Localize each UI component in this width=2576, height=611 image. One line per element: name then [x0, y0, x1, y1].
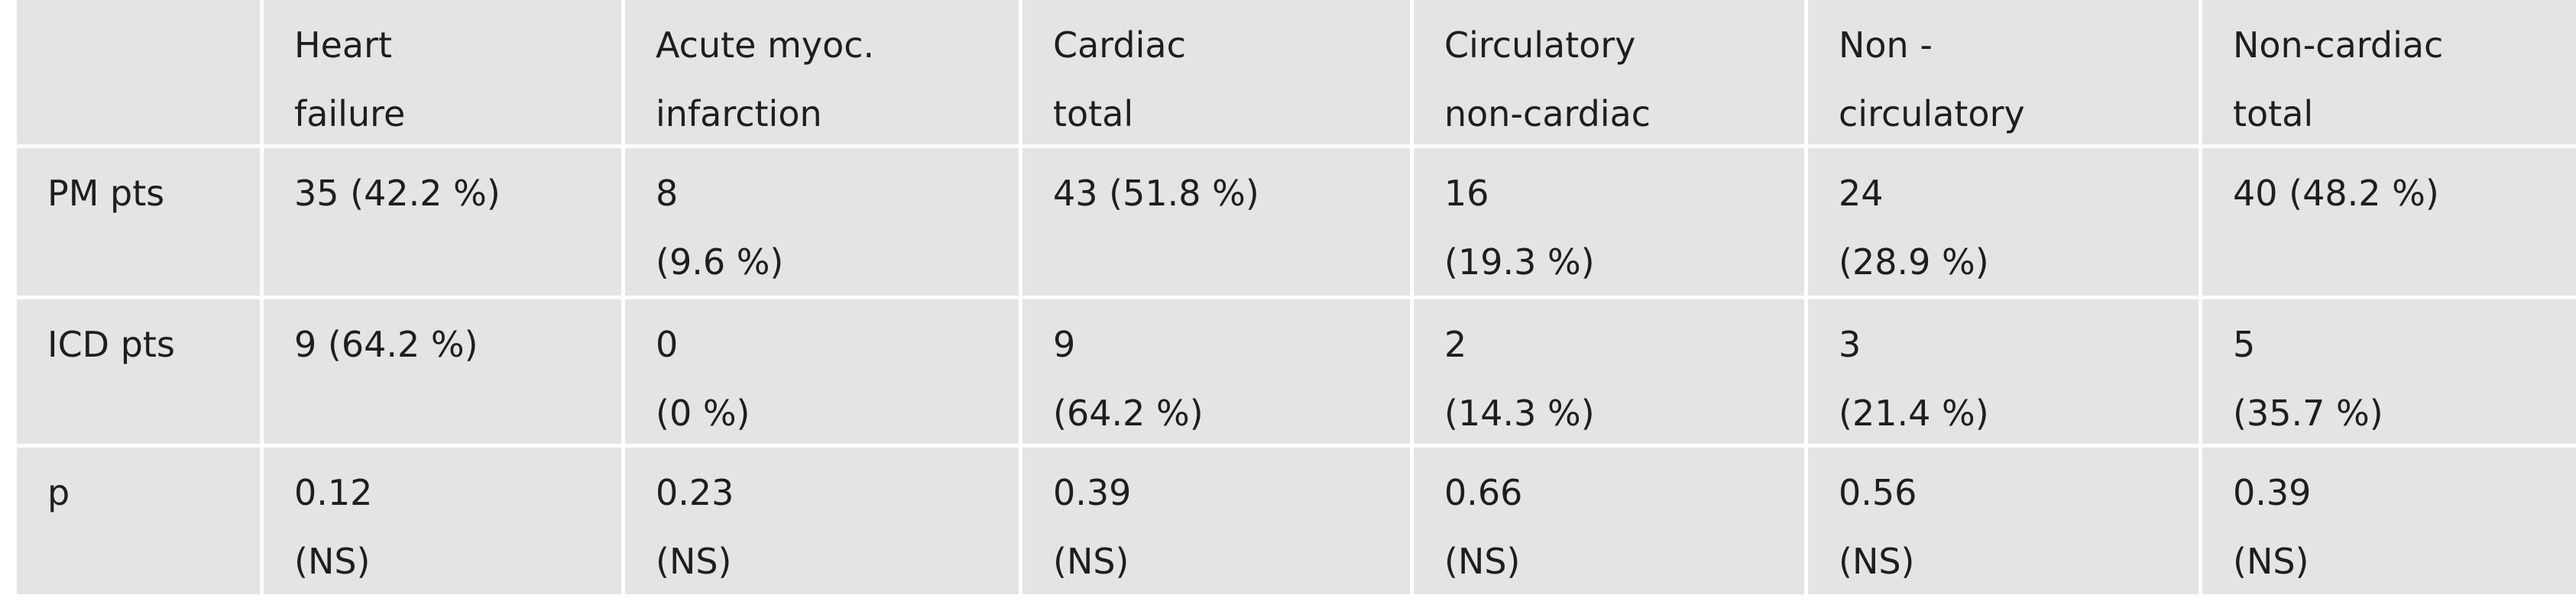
cell-text: 0.39: [1053, 472, 1132, 513]
data-cell: 0.56 (NS): [1804, 444, 2199, 594]
cell-text: 9: [1053, 324, 1076, 365]
data-cell: 0.23 (NS): [621, 444, 1019, 594]
cell-text: (14.3 %): [1444, 393, 1595, 434]
data-cell: 16 (19.3 %): [1410, 144, 1804, 296]
cell-text: 0.23: [656, 472, 734, 513]
header-cell: Acute myoc. infarction: [621, 0, 1019, 144]
header-cell: Non - circulatory: [1804, 0, 2199, 144]
row-label-text: ICD pts: [47, 324, 175, 365]
cell-text: (NS): [656, 541, 732, 582]
cell-text: 40 (48.2 %): [2233, 173, 2439, 214]
cell-text: (19.3 %): [1444, 241, 1595, 283]
row-label-text: PM pts: [47, 173, 165, 214]
data-cell: 8 (9.6 %): [621, 144, 1019, 296]
table: Heart failure Acute myoc. infarction Cardiac…: [17, 0, 2576, 594]
cell-text: 0.56: [1839, 472, 1917, 513]
cell-text: Circulatory: [1444, 24, 1636, 66]
cell-text: (21.4 %): [1839, 393, 1989, 434]
cell-text: 3: [1839, 324, 1862, 365]
cell-text: (NS): [1053, 541, 1129, 582]
cell-text: Acute myoc.: [656, 24, 875, 66]
cell-text: 0: [656, 324, 679, 365]
row-label: PM pts: [17, 144, 260, 296]
cell-text: (NS): [294, 541, 371, 582]
cell-text: (0 %): [656, 393, 750, 434]
cell-text: Cardiac: [1053, 24, 1186, 66]
cell-text: (9.6 %): [656, 241, 784, 283]
data-cell: 0 (0 %): [621, 296, 1019, 444]
data-cell: 24 (28.9 %): [1804, 144, 2199, 296]
data-cell: 0.66 (NS): [1410, 444, 1804, 594]
cell-text: 0.12: [294, 472, 373, 513]
cell-text: 0.66: [1444, 472, 1523, 513]
cell-text: total: [1053, 93, 1134, 134]
cell-text: circulatory: [1839, 93, 2025, 134]
header-cell: Heart failure: [260, 0, 621, 144]
cell-text: 0.39: [2233, 472, 2312, 513]
cell-text: 5: [2233, 324, 2256, 365]
cell-text: (28.9 %): [1839, 241, 1989, 283]
cell-text: (35.7 %): [2233, 393, 2383, 434]
cell-text: non-cardiac: [1444, 93, 1651, 134]
cell-text: total: [2233, 93, 2314, 134]
data-cell: 40 (48.2 %): [2199, 144, 2576, 296]
cell-text: (NS): [2233, 541, 2309, 582]
data-cell: 0.39 (NS): [2199, 444, 2576, 594]
header-cell: Circulatory non-cardiac: [1410, 0, 1804, 144]
data-cell: 9 (64.2 %): [260, 296, 621, 444]
cell-text: 35 (42.2 %): [294, 173, 501, 214]
data-cell: 5 (35.7 %): [2199, 296, 2576, 444]
cell-text: (NS): [1444, 541, 1521, 582]
cell-text: Heart: [294, 24, 393, 66]
header-cell: Cardiac total: [1019, 0, 1410, 144]
data-cell: 3 (21.4 %): [1804, 296, 2199, 444]
data-cell: 2 (14.3 %): [1410, 296, 1804, 444]
header-cell: Non-cardiac total: [2199, 0, 2576, 144]
data-cell: 0.12 (NS): [260, 444, 621, 594]
row-label-text: p: [47, 472, 70, 513]
cell-text: 24: [1839, 173, 1884, 214]
data-cell: 35 (42.2 %): [260, 144, 621, 296]
cell-text: 8: [656, 173, 679, 214]
row-label: ICD pts: [17, 296, 260, 444]
cell-text: (64.2 %): [1053, 393, 1204, 434]
cell-text: 43 (51.8 %): [1053, 173, 1259, 214]
header-cell: [17, 0, 260, 144]
row-label: p: [17, 444, 260, 594]
data-cell: 43 (51.8 %): [1019, 144, 1410, 296]
cell-text: infarction: [656, 93, 822, 134]
cell-text: 9 (64.2 %): [294, 324, 478, 365]
data-cell: 0.39 (NS): [1019, 444, 1410, 594]
data-cell: 9 (64.2 %): [1019, 296, 1410, 444]
cell-text: 2: [1444, 324, 1467, 365]
cell-text: Non-cardiac: [2233, 24, 2444, 66]
cell-text: 16: [1444, 173, 1489, 214]
cell-text: failure: [294, 93, 406, 134]
cell-text: Non -: [1839, 24, 1933, 66]
cell-text: (NS): [1839, 541, 1915, 582]
